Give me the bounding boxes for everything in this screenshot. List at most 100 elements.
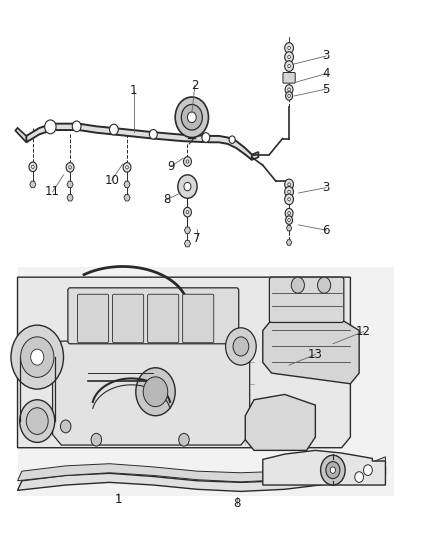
FancyBboxPatch shape [269,277,344,322]
Circle shape [286,216,293,224]
Circle shape [355,472,364,482]
Text: 3: 3 [323,50,330,62]
Circle shape [187,112,196,123]
Circle shape [285,179,293,190]
Circle shape [285,187,293,197]
Circle shape [184,157,191,166]
Circle shape [143,377,168,407]
Circle shape [318,277,331,293]
Circle shape [321,455,345,485]
Circle shape [291,277,304,293]
Circle shape [45,120,56,134]
Circle shape [286,92,293,100]
Circle shape [229,136,235,143]
Polygon shape [286,225,292,231]
Circle shape [288,212,290,215]
Text: 1: 1 [114,493,122,506]
Text: 2: 2 [191,79,199,92]
Polygon shape [15,128,26,142]
Circle shape [184,182,191,191]
Circle shape [175,97,208,138]
Circle shape [91,433,102,446]
Polygon shape [53,341,250,445]
Text: 11: 11 [45,185,60,198]
Circle shape [186,211,189,214]
Polygon shape [67,181,73,188]
Circle shape [226,328,256,365]
Circle shape [60,420,71,433]
Circle shape [20,400,55,442]
Circle shape [178,175,197,198]
Circle shape [285,61,293,71]
Circle shape [110,124,118,135]
Circle shape [288,46,290,50]
FancyBboxPatch shape [113,294,144,343]
Polygon shape [67,195,73,201]
Circle shape [72,121,81,132]
Circle shape [26,408,48,434]
Polygon shape [286,240,292,245]
Circle shape [123,163,131,172]
Polygon shape [30,181,36,188]
Circle shape [288,88,290,91]
Circle shape [69,166,71,169]
Text: 7: 7 [193,232,201,245]
FancyBboxPatch shape [283,72,295,83]
Text: 10: 10 [104,174,119,187]
Polygon shape [124,195,130,201]
FancyBboxPatch shape [68,288,239,344]
Circle shape [285,52,293,62]
Circle shape [285,208,293,218]
Circle shape [288,55,290,59]
FancyBboxPatch shape [183,294,214,343]
Polygon shape [252,152,258,160]
Text: 6: 6 [322,224,330,237]
Polygon shape [263,320,359,384]
Circle shape [202,133,210,142]
Polygon shape [245,394,315,450]
Text: 9: 9 [167,160,175,173]
Circle shape [184,207,191,217]
Circle shape [21,337,54,377]
Circle shape [186,160,189,163]
Text: 8: 8 [163,193,170,206]
Circle shape [330,467,336,473]
Polygon shape [184,227,191,233]
Text: 13: 13 [308,348,323,361]
Circle shape [66,163,74,172]
Polygon shape [263,450,385,485]
Circle shape [326,462,340,479]
Circle shape [288,183,290,186]
Circle shape [149,130,157,139]
Polygon shape [18,457,385,482]
Circle shape [31,349,44,365]
Circle shape [288,219,290,222]
Text: 5: 5 [323,83,330,95]
Text: 4: 4 [322,67,330,80]
Circle shape [181,104,202,130]
Circle shape [179,433,189,446]
Text: 1: 1 [130,84,138,97]
Polygon shape [18,277,350,448]
Circle shape [285,194,293,205]
Polygon shape [124,181,130,188]
Circle shape [32,165,34,168]
Circle shape [136,368,175,416]
Circle shape [364,465,372,475]
Text: 8: 8 [233,497,240,510]
Polygon shape [18,266,394,496]
Circle shape [233,337,249,356]
Circle shape [288,64,290,68]
Text: 3: 3 [323,181,330,194]
Circle shape [288,94,290,98]
Circle shape [288,190,290,193]
Circle shape [29,162,37,172]
Polygon shape [26,124,252,160]
Text: 12: 12 [356,325,371,338]
Circle shape [285,43,293,53]
Polygon shape [184,240,191,247]
Circle shape [288,198,290,201]
Polygon shape [18,466,385,491]
FancyBboxPatch shape [78,294,109,343]
Circle shape [126,166,128,169]
